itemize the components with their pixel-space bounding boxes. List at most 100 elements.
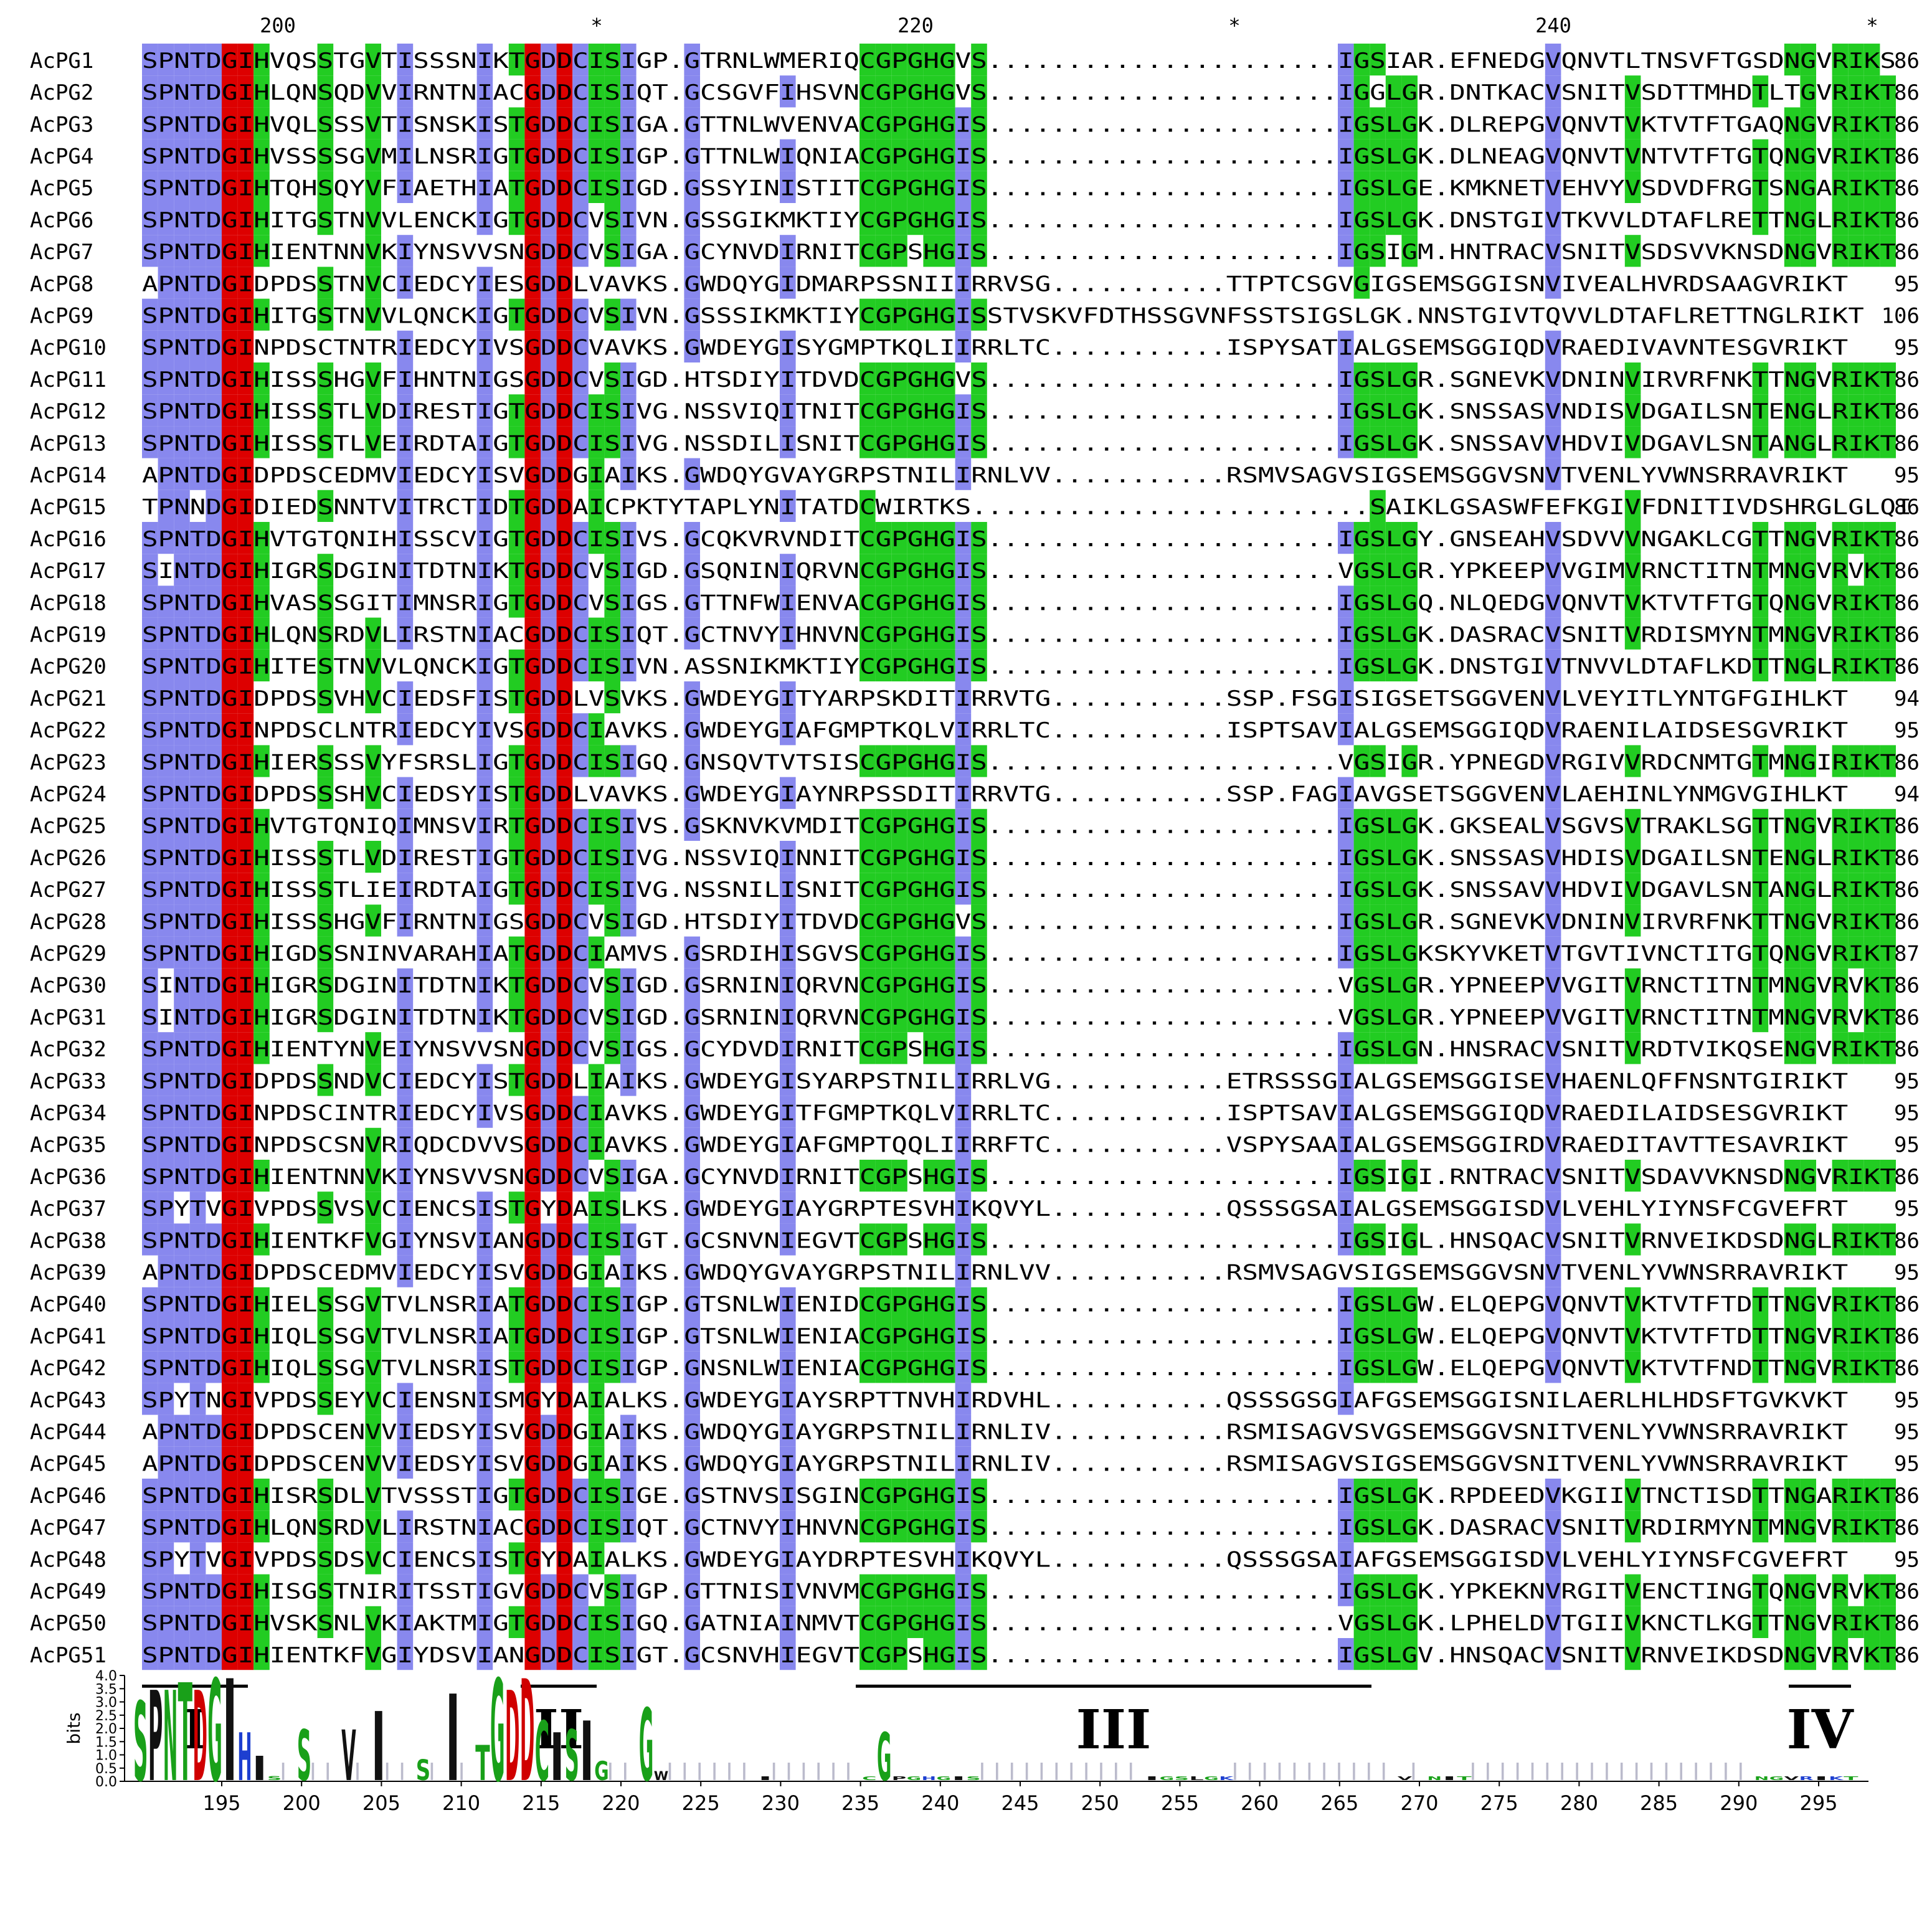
shade-cell xyxy=(476,968,493,1000)
shade-cell xyxy=(206,681,222,714)
shade-cell xyxy=(572,1223,589,1256)
logo-gap-mark xyxy=(1561,1763,1563,1780)
shade-cell xyxy=(524,649,541,681)
shade-cell xyxy=(508,1606,525,1638)
shade-cell xyxy=(222,458,238,490)
shade-cell xyxy=(891,139,907,171)
shade-cell xyxy=(620,235,637,267)
shade-cell xyxy=(923,936,939,969)
shade-cell xyxy=(158,362,174,395)
shade-cell xyxy=(1385,585,1402,618)
sequence-count: 95 xyxy=(1894,463,1920,488)
shade-cell xyxy=(476,1479,493,1511)
shade-cell xyxy=(476,490,493,522)
logo-y-tick-label: 2.5 xyxy=(95,1708,117,1724)
shade-cell xyxy=(1370,1223,1386,1256)
shade-cell xyxy=(317,107,334,140)
shade-cell xyxy=(158,298,174,331)
shade-cell xyxy=(891,1223,907,1256)
shade-cell xyxy=(875,554,892,586)
sequence-name: AcPG46 xyxy=(30,1484,107,1509)
shade-cell xyxy=(1370,649,1386,681)
sequence-count: 86 xyxy=(1894,1515,1920,1540)
shade-cell xyxy=(588,1064,605,1096)
sequence-residues: SINTDGIHIGRSDGINITDTNIKTGDDCVSIGD.GSQNIN… xyxy=(142,559,1896,584)
shade-cell xyxy=(875,522,892,554)
shade-cell xyxy=(971,1000,987,1033)
shade-cell xyxy=(939,426,955,458)
logo-gap-mark xyxy=(1740,1763,1742,1780)
logo-gap-mark xyxy=(683,1763,686,1780)
shade-cell xyxy=(1401,968,1418,1000)
shade-cell xyxy=(907,171,924,203)
shade-cell xyxy=(317,1383,334,1415)
shade-cell xyxy=(620,522,637,554)
shade-cell xyxy=(541,1319,557,1352)
shade-cell xyxy=(397,968,414,1000)
shade-cell xyxy=(556,107,573,140)
logo-letter: I xyxy=(1442,1775,1456,1781)
shade-cell xyxy=(780,267,796,299)
shade-cell xyxy=(955,458,972,490)
logo-y-tick-label: 3.5 xyxy=(95,1682,117,1697)
shade-cell xyxy=(158,1064,174,1096)
shade-cell xyxy=(476,298,493,331)
shade-cell xyxy=(556,139,573,171)
shade-cell xyxy=(955,841,972,873)
shade-cell xyxy=(317,490,334,522)
shade-cell xyxy=(189,267,206,299)
shade-cell xyxy=(955,777,972,809)
shade-cell xyxy=(588,1510,605,1543)
logo-gap-mark xyxy=(1695,1763,1697,1780)
shade-cell xyxy=(955,522,972,554)
shade-cell xyxy=(891,1606,907,1638)
shade-cell xyxy=(317,873,334,905)
sequence-name: AcPG27 xyxy=(30,878,107,902)
logo-letter: V xyxy=(1784,1775,1799,1781)
shade-cell xyxy=(620,1574,637,1606)
shade-cell xyxy=(253,426,270,458)
shade-cell xyxy=(397,904,414,937)
shade-cell xyxy=(317,649,334,681)
shade-cell xyxy=(1338,1351,1354,1383)
shade-cell xyxy=(158,1383,174,1415)
sequence-count: 86 xyxy=(1894,112,1920,137)
shade-cell xyxy=(365,1606,381,1638)
sequence-residues: SPYTVGIVPDSSVSVCIENCSISTGYDAISLKS.GWDEYG… xyxy=(142,1196,1848,1221)
shade-cell xyxy=(620,75,637,108)
shade-cell xyxy=(476,330,493,362)
sequence-residues: SPNTDGINPDSCTNTRIEDCYIVSGDDCVAVKS.GWDEYG… xyxy=(142,336,1848,361)
shade-cell xyxy=(923,1479,939,1511)
shade-cell xyxy=(923,1351,939,1383)
shade-cell xyxy=(142,554,158,586)
shade-cell xyxy=(1338,1383,1354,1415)
sequence-name: AcPG20 xyxy=(30,655,107,680)
logo-x-tick-label: 270 xyxy=(1400,1791,1438,1815)
logo-letter: G xyxy=(907,1775,921,1781)
shade-cell xyxy=(476,777,493,809)
shade-cell xyxy=(620,649,637,681)
sequence-count: 86 xyxy=(1894,623,1920,648)
shade-cell xyxy=(684,298,700,331)
shade-cell xyxy=(875,362,892,395)
sequence-residues: APNTDGIDPDSSTNVCIEDCYIESGDDLVAVKS.GWDQYG… xyxy=(142,272,1848,296)
shade-cell xyxy=(541,554,557,586)
shade-cell xyxy=(604,426,620,458)
shade-cell xyxy=(174,1479,190,1511)
shade-cell xyxy=(939,1574,955,1606)
shade-cell xyxy=(524,681,541,714)
shade-cell xyxy=(955,298,972,331)
shade-cell xyxy=(891,617,907,650)
shade-cell xyxy=(158,1574,174,1606)
shade-cell xyxy=(476,426,493,458)
shade-cell xyxy=(1353,1351,1370,1383)
shade-cell xyxy=(206,1606,222,1638)
sequence-name: AcPG31 xyxy=(30,1005,107,1030)
shade-cell xyxy=(620,1606,637,1638)
shade-cell xyxy=(476,522,493,554)
shade-cell xyxy=(476,1638,493,1670)
shade-cell xyxy=(524,203,541,235)
motif-label: III xyxy=(1076,1698,1152,1761)
shade-cell xyxy=(955,139,972,171)
